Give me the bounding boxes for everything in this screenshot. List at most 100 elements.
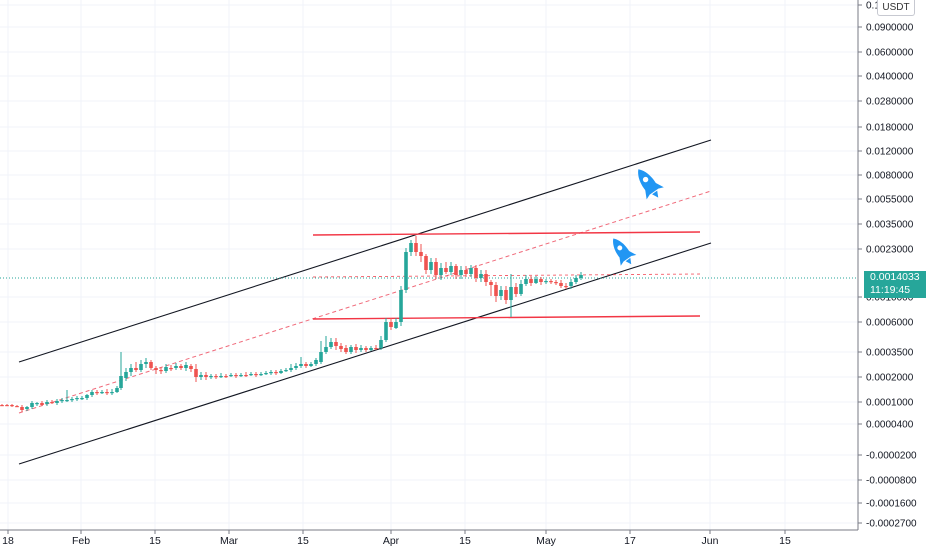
candle [549, 279, 553, 284]
price-tick-label: 0.0280000 [866, 97, 914, 108]
candle [269, 370, 273, 375]
price-tick-label: 0.0006000 [866, 318, 914, 329]
time-tick-label: May [536, 535, 557, 547]
candle [424, 254, 428, 274]
candle [5, 404, 9, 407]
candle [574, 275, 578, 284]
candle [364, 346, 368, 352]
candle [429, 258, 433, 274]
candle [449, 262, 453, 275]
candle [344, 345, 348, 354]
candle [65, 390, 69, 402]
candle [454, 264, 458, 279]
candle [294, 363, 298, 370]
price-tick-label: 0.0600000 [866, 48, 914, 59]
candle [15, 405, 19, 408]
candle [339, 343, 343, 352]
candle [75, 396, 79, 401]
channel-lower-line [18, 242, 712, 465]
candle [159, 367, 163, 374]
candle [214, 374, 218, 379]
candle [179, 364, 183, 370]
price-tick-label: 0.0120000 [866, 147, 914, 158]
price-tick-label: -0.0001600 [866, 499, 917, 510]
candle [169, 365, 173, 371]
candle [334, 338, 338, 350]
price-tick-label: 0.0900000 [866, 23, 914, 34]
time-tick-label: 17 [624, 535, 636, 547]
candle [404, 248, 408, 293]
price-tick-label: 0.0003500 [866, 348, 914, 359]
candle [0, 404, 4, 407]
candle [40, 401, 44, 406]
price-tick-label: 0.0000400 [866, 420, 914, 431]
candle [524, 275, 528, 286]
candle [129, 364, 133, 376]
candle [389, 318, 393, 330]
candle [554, 280, 558, 285]
candle [234, 373, 238, 378]
candle [249, 372, 253, 376]
candle [199, 372, 203, 380]
candle [60, 398, 64, 403]
candle [264, 371, 268, 375]
candle [379, 336, 383, 350]
candle [154, 366, 158, 374]
resistance-level [312, 231, 701, 236]
candle [309, 362, 313, 367]
candle [354, 344, 358, 353]
price-tick-label: 0.0035000 [866, 220, 914, 231]
time-tick-label: Jun [702, 535, 719, 547]
price-tick-label: 0.0055000 [866, 195, 914, 206]
candle [100, 390, 104, 394]
candle [514, 283, 518, 297]
candle [384, 318, 388, 342]
candle [434, 258, 438, 279]
candle [274, 370, 278, 375]
candle [35, 402, 39, 406]
candle [394, 318, 398, 329]
candle [164, 364, 168, 373]
time-tick-label: Mar [220, 535, 239, 547]
candle [564, 283, 568, 289]
candle [464, 266, 468, 277]
candle [144, 358, 148, 368]
candle [90, 390, 94, 397]
candle [45, 400, 49, 406]
rocket-icon [638, 169, 664, 200]
time-tick-label: 15 [779, 535, 791, 547]
candle [115, 386, 119, 393]
candle [539, 277, 543, 285]
candle [254, 372, 258, 377]
candle [229, 373, 233, 377]
support-level [312, 315, 701, 320]
candle [244, 372, 248, 377]
candle [55, 399, 59, 405]
price-axis: 0.14000000.09000000.06000000.04000000.02… [857, 0, 917, 530]
candle [409, 240, 413, 256]
price-tick-label: -0.0000800 [866, 476, 917, 487]
candle [579, 272, 583, 280]
candle-countdown: 11:19:45 [870, 284, 911, 296]
time-tick-label: 15 [459, 535, 471, 547]
candle [349, 345, 353, 354]
candle [259, 372, 263, 376]
candle [439, 263, 443, 280]
quote-unit-button[interactable]: USDT [877, 0, 915, 16]
time-tick-label: Apr [383, 535, 400, 547]
candle [299, 357, 303, 368]
candle [204, 372, 208, 380]
candle [25, 406, 29, 411]
candle [239, 373, 243, 377]
price-tick-label: 0.0023000 [866, 245, 914, 256]
candle [110, 389, 114, 395]
grid [0, 0, 858, 530]
price-tick-label: -0.0000200 [866, 451, 917, 462]
rocket-icon [613, 238, 637, 266]
candle [289, 364, 293, 372]
candle [369, 346, 373, 351]
price-tick-label: 0.0002000 [866, 373, 914, 384]
candle [95, 390, 99, 395]
